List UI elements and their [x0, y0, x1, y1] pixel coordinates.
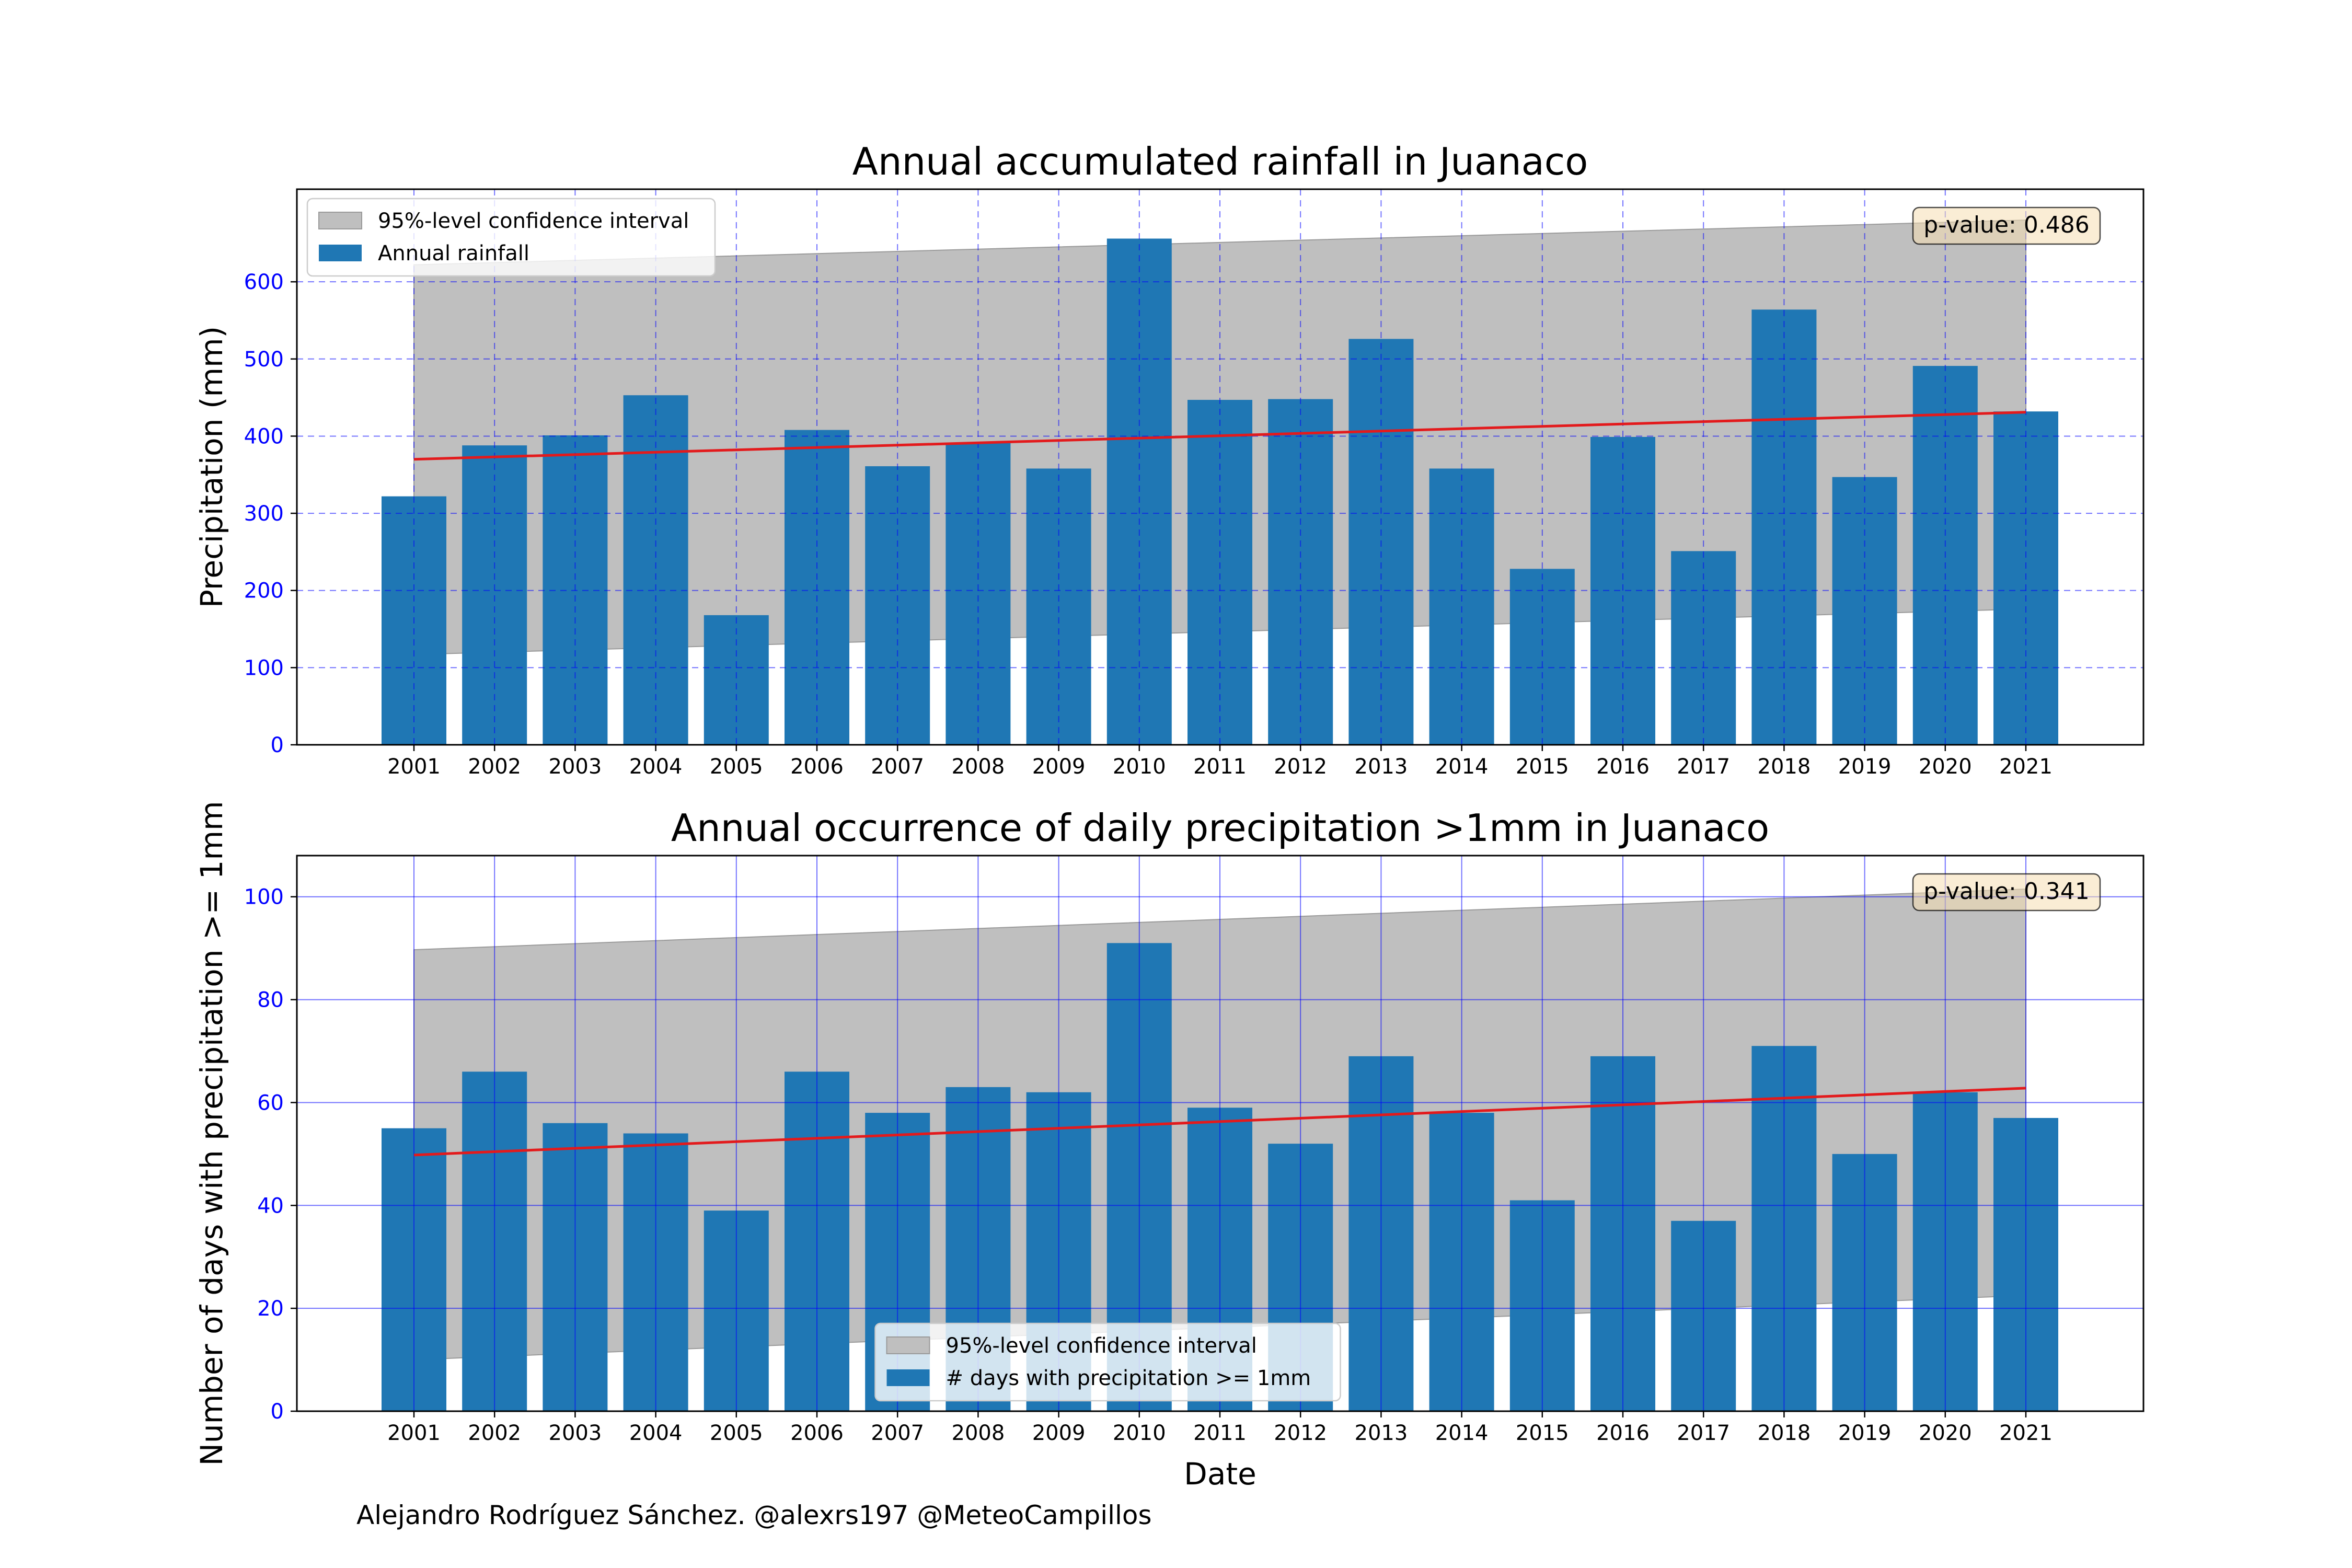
bar: [704, 615, 769, 745]
y-tick-label: 200: [244, 579, 284, 603]
x-tick-label: 2002: [468, 1421, 521, 1445]
legend-label-bars: # days with precipitation >= 1mm: [946, 1366, 1311, 1390]
legend-swatch-bars: [319, 245, 362, 261]
x-tick-label: 2002: [468, 755, 521, 779]
x-tick-label: 2011: [1193, 1421, 1247, 1445]
x-tick-label: 2010: [1113, 1421, 1166, 1445]
x-tick-label: 2014: [1435, 1421, 1489, 1445]
x-tick-label: 2013: [1355, 755, 1408, 779]
x-tick-label: 2011: [1193, 755, 1247, 779]
y-tick-label: 100: [244, 656, 284, 680]
x-tick-label: 2003: [549, 755, 602, 779]
y-tick-label: 0: [271, 733, 284, 757]
x-tick-label: 2005: [710, 1421, 763, 1445]
chart-title: Annual occurrence of daily precipitation…: [671, 806, 1769, 850]
chart-title: Annual accumulated rainfall in Juanaco: [852, 140, 1588, 183]
x-axis-label: Date: [1184, 1456, 1256, 1492]
x-tick-label: 2016: [1596, 1421, 1650, 1445]
legend-label-ci: 95%-level confidence interval: [946, 1334, 1257, 1358]
x-tick-label: 2018: [1758, 1421, 1811, 1445]
y-tick-label: 100: [244, 885, 284, 909]
x-tick-label: 2015: [1516, 755, 1569, 779]
legend-swatch-ci: [886, 1336, 930, 1354]
trend-line: [413, 1087, 2026, 1157]
x-tick-label: 2008: [952, 1421, 1005, 1445]
y-tick-label: 500: [244, 348, 284, 372]
legend-label-ci: 95%-level confidence interval: [378, 209, 689, 233]
x-tick-label: 2009: [1032, 1421, 1086, 1445]
x-tick-label: 2006: [790, 755, 844, 779]
p-value-box: [1912, 206, 2101, 245]
x-tick-label: 2017: [1677, 755, 1730, 779]
legend-box: [874, 1322, 1341, 1402]
y-tick-label: 400: [244, 424, 284, 448]
x-tick-label: 2001: [387, 755, 441, 779]
x-tick-label: 2015: [1516, 1421, 1569, 1445]
legend-label-bars: Annual rainfall: [378, 241, 529, 266]
x-tick-label: 2020: [1919, 755, 1972, 779]
x-tick-label: 2019: [1838, 755, 1892, 779]
p-value-text: p-value: 0.486: [1923, 212, 2090, 238]
legend-box: [306, 198, 716, 277]
y-tick-label: 0: [271, 1400, 284, 1424]
author-credit: Alejandro Rodríguez Sánchez. @alexrs197 …: [356, 1500, 1152, 1530]
x-tick-label: 2018: [1758, 755, 1811, 779]
bar: [1187, 400, 1252, 745]
bar: [1751, 309, 1817, 745]
y-axis-label: Precipitation (mm): [194, 326, 229, 608]
x-tick-label: 2021: [1999, 1421, 2053, 1445]
x-tick-label: 2007: [871, 755, 924, 779]
x-tick-label: 2010: [1113, 755, 1166, 779]
rain-days-chart: 2001 2002 2003 2004 2005 2006 2007 2008 2009 2010…: [194, 801, 2145, 1492]
x-tick-label: 2007: [871, 1421, 924, 1445]
y-tick-label: 60: [257, 1091, 284, 1115]
x-tick-label: 2004: [629, 755, 683, 779]
x-tick-label: 2012: [1274, 755, 1327, 779]
x-tick-label: 2019: [1838, 1421, 1892, 1445]
p-value-text: p-value: 0.341: [1923, 878, 2090, 905]
x-tick-label: 2017: [1677, 1421, 1730, 1445]
legend-swatch-bars: [886, 1369, 930, 1386]
y-tick-label: 20: [257, 1297, 284, 1321]
p-value-box: [1912, 873, 2101, 912]
x-tick-label: 2013: [1355, 1421, 1408, 1445]
x-tick-label: 2014: [1435, 755, 1489, 779]
x-tick-label: 2006: [790, 1421, 844, 1445]
x-tick-label: 2001: [387, 1421, 441, 1445]
x-tick-label: 2009: [1032, 755, 1086, 779]
y-tick-label: 600: [244, 270, 284, 294]
x-tick-label: 2008: [952, 755, 1005, 779]
legend-swatch-ci: [318, 212, 362, 229]
y-axis-label: Number of days with precipitation >= 1mm: [194, 801, 229, 1466]
trend-line: [413, 411, 2026, 461]
y-tick-label: 80: [257, 988, 284, 1012]
x-tick-label: 2003: [549, 1421, 602, 1445]
x-tick-label: 2021: [1999, 755, 2053, 779]
x-tick-label: 2016: [1596, 755, 1650, 779]
x-tick-label: 2005: [710, 755, 763, 779]
x-tick-label: 2012: [1274, 1421, 1327, 1445]
y-tick-label: 300: [244, 502, 284, 526]
x-tick-label: 2020: [1919, 1421, 1972, 1445]
rainfall-chart: 2001 2002 2003 2004 2005 2006 2007 2008 2009 2010…: [194, 140, 2145, 779]
bar: [1268, 399, 1333, 745]
bar: [1671, 551, 1736, 745]
x-tick-label: 2004: [629, 1421, 683, 1445]
y-tick-label: 40: [257, 1194, 284, 1218]
